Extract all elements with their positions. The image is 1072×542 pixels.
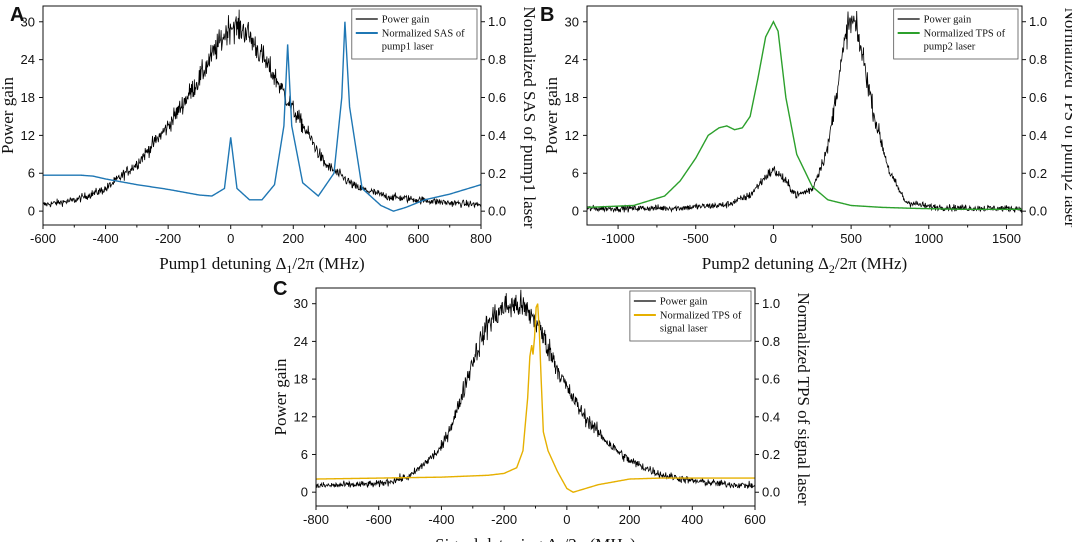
y-right-tick-label: 0.2 [1029, 166, 1047, 181]
y-left-tick-label: 30 [294, 296, 308, 311]
legend-entry-spectrum: Normalized SAS of [382, 29, 465, 40]
x-tick-label: -400 [428, 512, 454, 527]
y-left-axis-title: Power gain [271, 358, 290, 435]
y-left-tick-label: 6 [28, 166, 35, 181]
x-tick-label: 200 [282, 231, 304, 246]
panel-label: A [10, 4, 24, 26]
y-right-tick-label: 0.0 [488, 204, 506, 219]
x-tick-label: -500 [683, 231, 709, 246]
y-right-tick-label: 1.0 [1029, 14, 1047, 29]
y-left-tick-label: 24 [294, 334, 308, 349]
y-right-tick-label: 0.6 [762, 372, 780, 387]
y-right-tick-label: 0.2 [762, 447, 780, 462]
normalized-spectrum-line [316, 303, 755, 493]
y-left-tick-label: 12 [21, 128, 35, 143]
panel-label: B [540, 4, 554, 26]
y-right-tick-label: 0.8 [488, 52, 506, 67]
x-tick-label: 600 [408, 231, 430, 246]
y-left-tick-label: 24 [21, 52, 35, 67]
y-left-tick-label: 24 [565, 52, 579, 67]
y-left-tick-label: 18 [294, 372, 308, 387]
y-left-tick-label: 12 [565, 128, 579, 143]
x-axis-title: Signal detuning Δ3/2π (MHz) [435, 535, 636, 542]
legend-entry-gain: Power gain [382, 15, 430, 26]
y-right-tick-label: 1.0 [762, 296, 780, 311]
y-left-tick-label: 6 [301, 447, 308, 462]
power-gain-line [587, 10, 1022, 213]
y-right-tick-label: 0.6 [488, 90, 506, 105]
y-right-tick-label: 0.4 [1029, 128, 1047, 143]
y-left-tick-label: 18 [21, 90, 35, 105]
x-tick-label: 1500 [992, 231, 1021, 246]
x-tick-label: -400 [93, 231, 119, 246]
panel-label: C [273, 278, 287, 300]
x-tick-label: 600 [744, 512, 766, 527]
x-tick-label: -800 [303, 512, 329, 527]
y-left-tick-label: 18 [565, 90, 579, 105]
x-tick-label: -200 [491, 512, 517, 527]
y-left-axis-title: Power gain [542, 77, 561, 154]
y-left-tick-label: 6 [572, 166, 579, 181]
panel-b: -1000 -500 0 500 1000 1500 0 6 12 18 24 30 0.0 0.2 0.4… [540, 4, 1072, 276]
y-right-axis-title: Normalized SAS of pump1 laser [520, 7, 539, 229]
normalized-spectrum-line [587, 20, 1022, 210]
y-left-tick-label: 30 [21, 14, 35, 29]
legend-entry-gain: Power gain [660, 297, 708, 308]
y-right-axis-title: Normalized TPS of signal laser [794, 292, 813, 505]
x-axis-title: Pump1 detuning Δ1/2π (MHz) [159, 254, 364, 276]
y-right-tick-label: 0.4 [488, 128, 506, 143]
y-right-tick-label: 0.6 [1029, 90, 1047, 105]
x-axis-title: Pump2 detuning Δ2/2π (MHz) [702, 254, 907, 276]
y-left-tick-label: 30 [565, 14, 579, 29]
x-tick-label: 400 [681, 512, 703, 527]
y-right-tick-label: 0.0 [762, 485, 780, 500]
panel-a: -600 -400 -200 0 200 400 600 800 0 6 12 18 24 30 0.0 0.… [0, 4, 539, 276]
y-right-tick-label: 0.8 [762, 334, 780, 349]
y-right-tick-label: 0.0 [1029, 204, 1047, 219]
x-tick-label: 500 [840, 231, 862, 246]
x-tick-label: 200 [619, 512, 641, 527]
x-tick-label: 1000 [914, 231, 943, 246]
legend-entry-gain: Power gain [924, 15, 972, 26]
y-right-axis-title: Normalized TPS of pump2 laser [1061, 8, 1072, 228]
legend-entry-spectrum: Normalized TPS of [660, 311, 742, 322]
y-left-tick-label: 0 [28, 204, 35, 219]
y-right-tick-label: 1.0 [488, 14, 506, 29]
x-tick-label: -1000 [601, 231, 634, 246]
y-left-axis-title: Power gain [0, 77, 17, 154]
y-left-tick-label: 0 [572, 204, 579, 219]
legend-entry-spectrum-cont: signal laser [660, 324, 708, 335]
x-tick-label: -200 [155, 231, 181, 246]
y-left-tick-label: 0 [301, 485, 308, 500]
power-gain-line [43, 9, 481, 209]
x-tick-label: 0 [227, 231, 234, 246]
x-tick-label: -600 [30, 231, 56, 246]
legend-box [629, 290, 752, 342]
x-tick-label: 0 [770, 231, 777, 246]
y-right-tick-label: 0.8 [1029, 52, 1047, 67]
x-tick-label: -600 [366, 512, 392, 527]
panel-c: -800 -600 -400 -200 0 200 400 600 0 6 12 18 24 30 0.0 0… [271, 278, 813, 542]
x-tick-label: 0 [563, 512, 570, 527]
legend-entry-spectrum: Normalized TPS of [924, 29, 1006, 40]
x-tick-label: 400 [345, 231, 367, 246]
y-right-tick-label: 0.4 [762, 409, 780, 424]
normalized-spectrum-line [43, 21, 481, 212]
y-left-tick-label: 12 [294, 409, 308, 424]
legend-entry-spectrum-cont: pump1 laser [382, 42, 434, 53]
legend-entry-spectrum-cont: pump2 laser [924, 42, 976, 53]
plot-frame [586, 5, 1023, 226]
x-tick-label: 800 [470, 231, 492, 246]
y-right-tick-label: 0.2 [488, 166, 506, 181]
